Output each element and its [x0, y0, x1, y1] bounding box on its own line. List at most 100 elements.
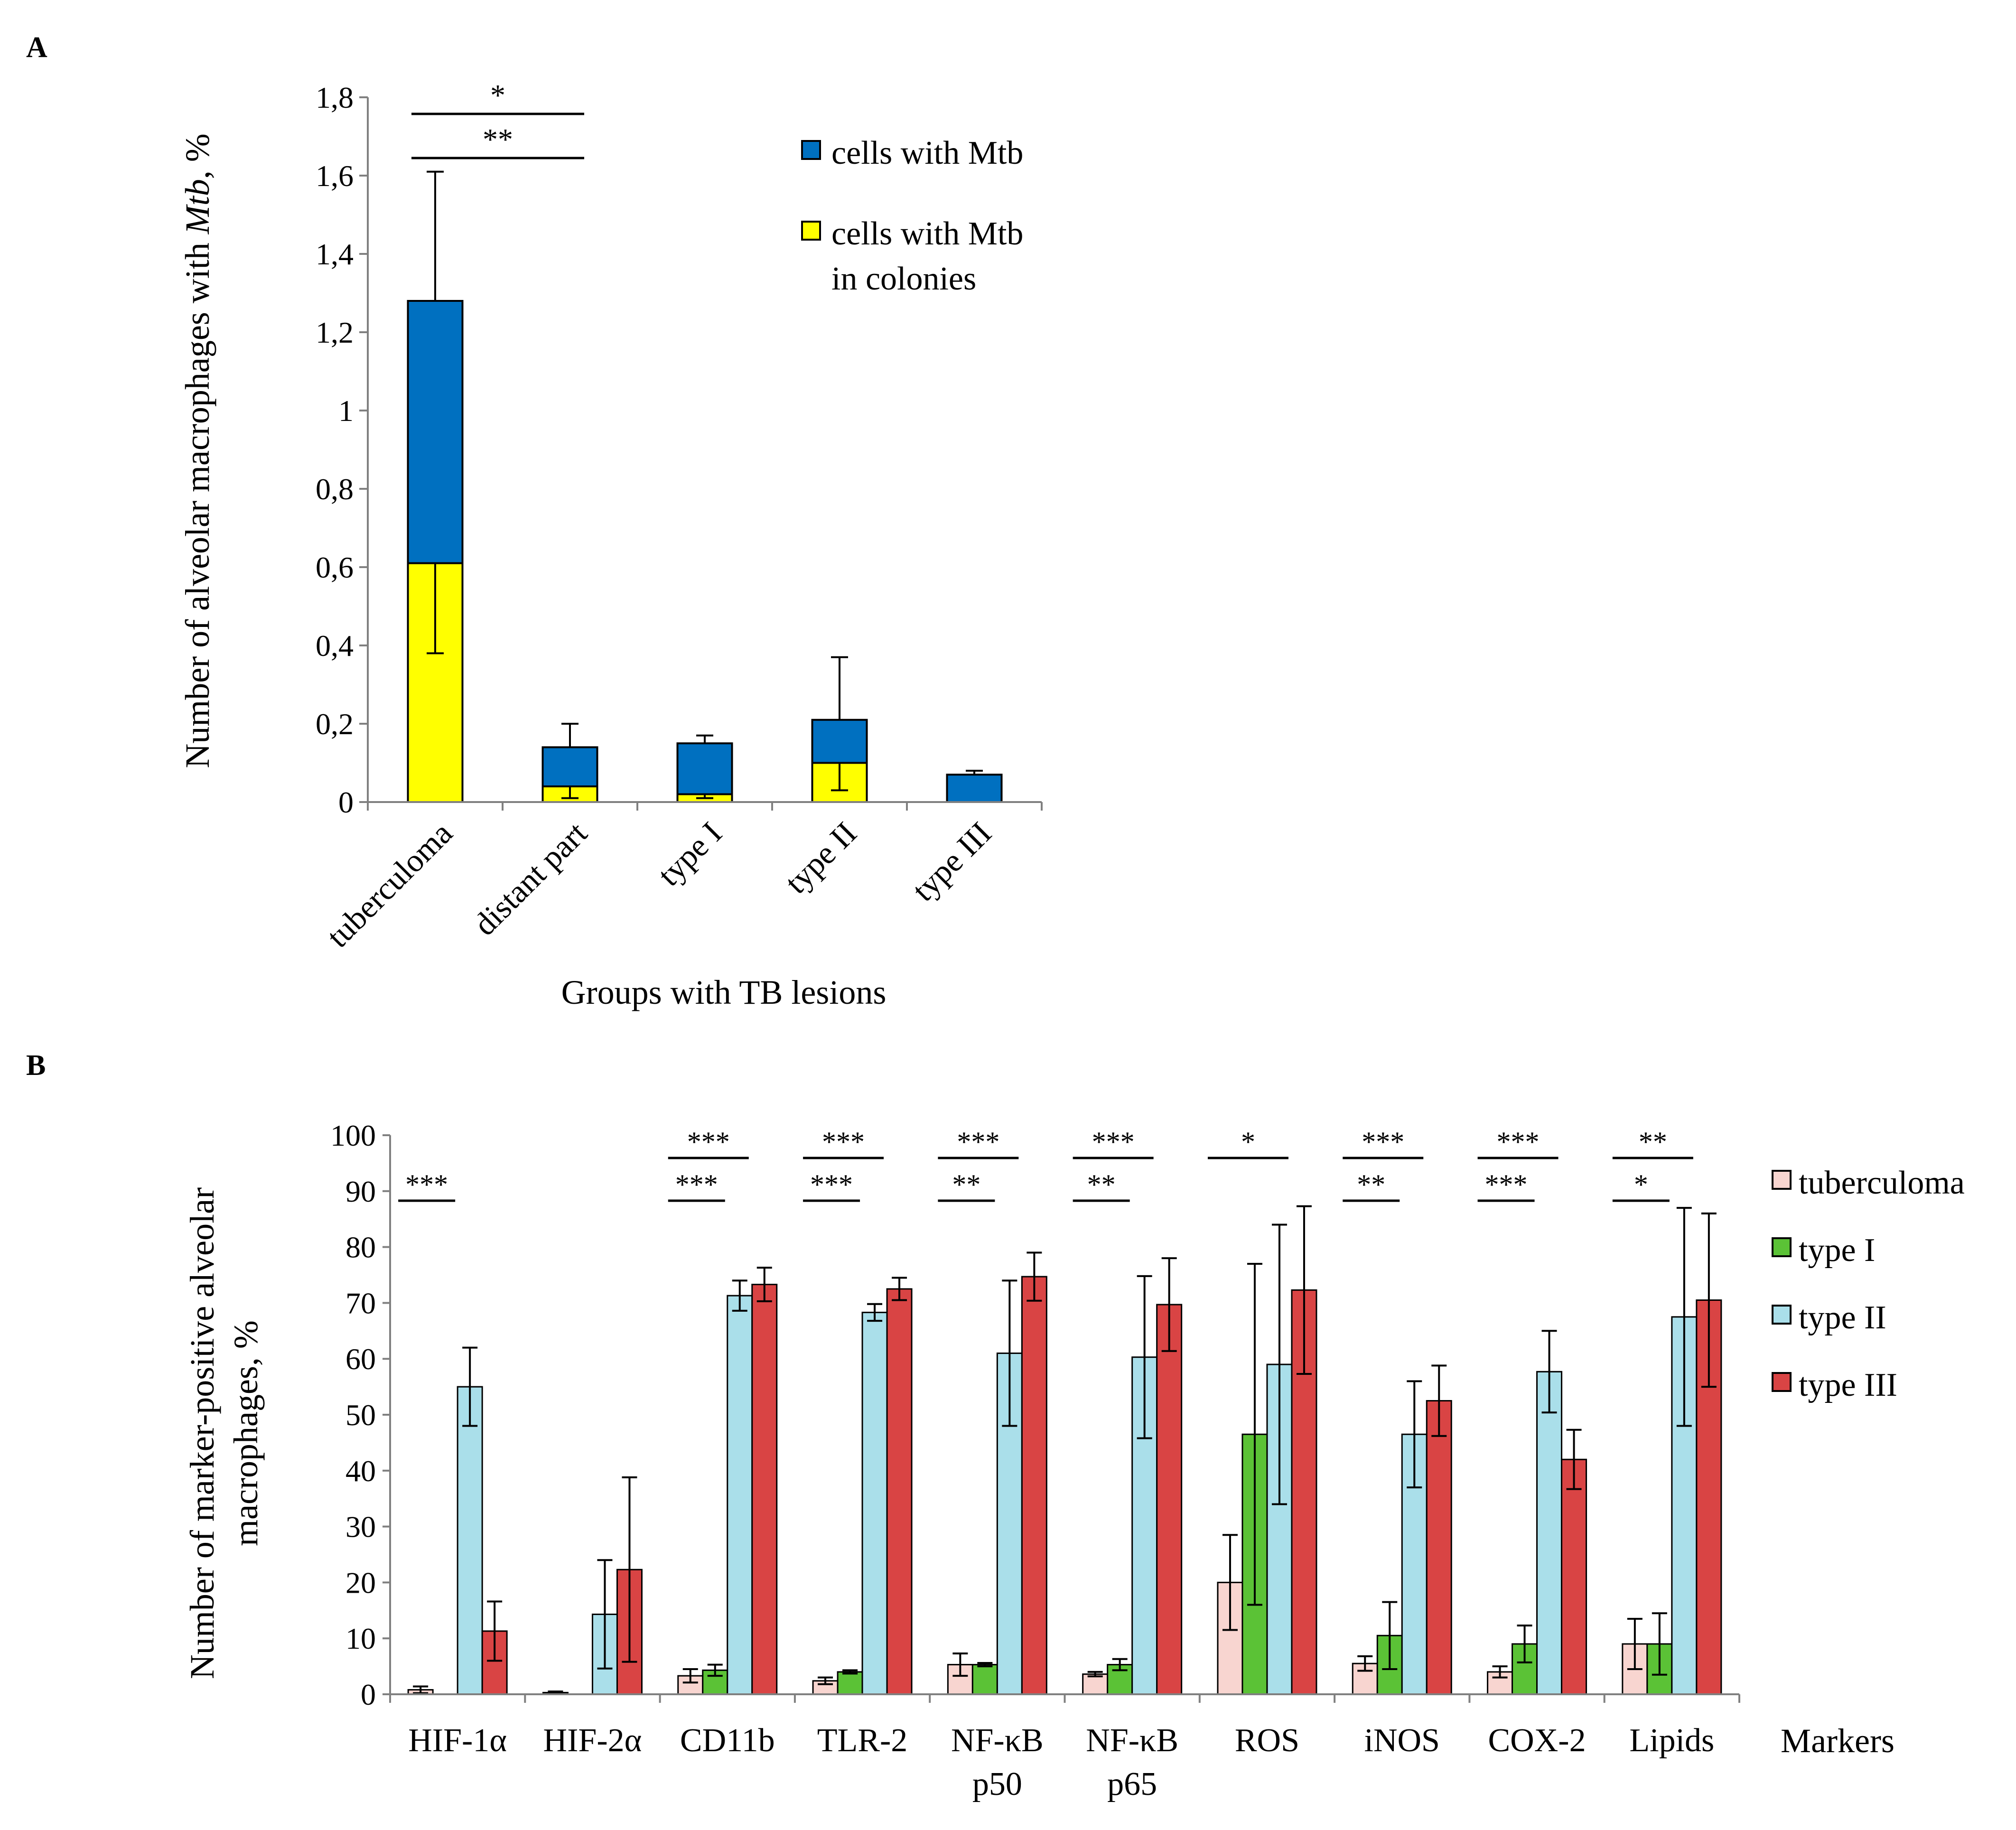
significance-label-b-10: ***	[1362, 1126, 1404, 1158]
significance-label-b-2: ***	[675, 1169, 718, 1200]
y-tick-label-a-7: 1,4	[316, 237, 354, 271]
bar-b-1-4	[971, 1664, 998, 1695]
legend-label-a-1-0: cells with Mtb	[831, 215, 1023, 252]
y-axis-title-a-part-1: Mtb	[178, 179, 216, 234]
y-tick-label-a-3: 0,6	[316, 551, 354, 584]
y-tick-label-b-6: 60	[345, 1342, 376, 1376]
y-tick-label-a-1: 0,2	[316, 707, 354, 741]
x-tick-label-b-3-0: TLR-2	[817, 1722, 908, 1759]
bar-b-3-3	[886, 1288, 913, 1695]
y-tick-label-a-5: 1	[338, 394, 354, 428]
significance-label-a-0: *	[490, 78, 505, 112]
bar-a-mtb-4	[946, 774, 1003, 803]
y-tick-label-b-0: 0	[361, 1678, 376, 1711]
bar-b-2-3	[861, 1311, 888, 1695]
y-tick-label-a-9: 1,8	[316, 81, 354, 114]
y-axis-title-b-line-1: macrophages, %	[227, 1320, 265, 1546]
y-tick-label-b-9: 90	[345, 1175, 376, 1208]
legend-label-b-2: type II	[1799, 1299, 1886, 1336]
bar-b-2-2	[727, 1295, 753, 1695]
legend-swatch-b-3	[1772, 1372, 1792, 1392]
legend-swatch-b-2	[1772, 1305, 1792, 1325]
chart-b: 0 10 20 30 40 50 60 70 80 90 100 HIF-1α HIF-2α CD11b T…	[183, 1119, 1965, 1802]
x-tick-label-b-9-0: Lipids	[1629, 1722, 1714, 1759]
y-tick-label-b-7: 70	[345, 1286, 376, 1320]
y-tick-label-b-4: 40	[345, 1454, 376, 1488]
legend-swatch-b-1	[1772, 1237, 1792, 1257]
x-axis-title-b: Markers	[1781, 1722, 1895, 1760]
bar-b-3-2	[751, 1284, 778, 1695]
legend-swatch-a-1	[801, 221, 821, 241]
legend-label-a-0-0: cells with Mtb	[831, 135, 1023, 171]
x-axis-title-a: Groups with TB lesions	[561, 973, 887, 1011]
y-axis-title-b: Number of marker-positive alveolar macrop…	[183, 1187, 265, 1679]
x-tick-label-a-1: distant part	[467, 815, 594, 943]
x-tick-label-b-4-0: NF-κB	[951, 1722, 1044, 1759]
significance-label-b-4: ***	[810, 1169, 853, 1200]
x-tick-label-a-4: type III	[905, 815, 999, 908]
panel-letter-a: A	[26, 31, 47, 64]
bar-b-3-8	[1561, 1458, 1587, 1695]
significance-label-b-14: **	[1639, 1126, 1667, 1158]
bar-a-mtb-3	[811, 719, 868, 764]
x-tick-label-b-1-0: HIF-2α	[543, 1722, 642, 1759]
bar-b-2-8	[1536, 1371, 1563, 1695]
x-tick-label-b-2-0: CD11b	[680, 1722, 775, 1759]
y-axis-title-a-part-0: Number of alveolar macrophages with	[178, 234, 216, 768]
panel-letter-b: B	[26, 1049, 46, 1082]
x-tick-label-b-5-0: NF-κB	[1086, 1722, 1178, 1759]
chart-a: 0 0,2 0,4 0,6 0,8 1 1,2 1,4 1,6 1,8 tuberculoma dis…	[178, 78, 1043, 1011]
x-tick-label-b-8-0: COX-2	[1488, 1722, 1586, 1759]
y-axis-title-a: Number of alveolar macrophages with Mtb,…	[178, 133, 216, 768]
x-tick-label-b-5-1: p65	[1107, 1766, 1157, 1802]
y-tick-label-b-8: 80	[345, 1231, 376, 1264]
significance-label-b-9: *	[1241, 1126, 1255, 1158]
legend-label-a-1-1: in colonies	[831, 261, 976, 297]
y-tick-label-a-4: 0,8	[316, 472, 354, 506]
significance-label-b-15: *	[1634, 1169, 1648, 1200]
legend-label-b-3: type III	[1799, 1367, 1897, 1403]
bar-a-mtb-0	[407, 300, 464, 564]
y-tick-label-b-10: 100	[330, 1119, 376, 1152]
bar-a-mtb-1	[541, 746, 598, 787]
y-axis-title-a-part-2: , %	[178, 133, 216, 179]
x-tick-label-b-4-1: p50	[972, 1766, 1022, 1802]
bar-b-1-3	[837, 1671, 863, 1695]
legend-swatch-b-0	[1772, 1170, 1792, 1190]
x-tick-label-b-0-0: HIF-1α	[408, 1722, 507, 1759]
significance-label-b-3: ***	[822, 1126, 865, 1158]
y-tick-label-b-5: 50	[345, 1398, 376, 1432]
bar-a-mtb-2	[676, 742, 733, 795]
y-tick-label-a-2: 0,4	[316, 629, 354, 663]
significance-label-b-8: **	[1087, 1169, 1116, 1200]
legend-label-b-1: type I	[1799, 1232, 1875, 1269]
y-axis-title-b-line-0: Number of marker-positive alveolar	[183, 1187, 221, 1679]
significance-label-b-7: ***	[1092, 1126, 1135, 1158]
y-tick-label-b-3: 30	[345, 1510, 376, 1544]
x-tick-label-a-2: type I	[651, 815, 729, 893]
significance-label-b-0: ***	[405, 1169, 448, 1200]
significance-label-b-11: **	[1357, 1169, 1385, 1200]
legend-label-b-0: tuberculoma	[1799, 1165, 1965, 1201]
bar-b-2-0	[457, 1386, 483, 1695]
y-tick-label-a-6: 1,2	[316, 316, 354, 349]
significance-label-b-1: ***	[687, 1126, 730, 1158]
significance-label-b-13: ***	[1485, 1169, 1528, 1200]
bar-b-3-4	[1021, 1276, 1047, 1695]
legend-swatch-a-0	[801, 140, 821, 160]
x-tick-label-b-7-0: iNOS	[1364, 1722, 1440, 1759]
x-tick-label-a-3: type II	[778, 815, 864, 901]
y-tick-label-b-2: 20	[345, 1566, 376, 1599]
significance-label-b-6: **	[952, 1169, 980, 1200]
significance-label-a-1: **	[483, 122, 513, 156]
bar-b-3-5	[1156, 1304, 1183, 1695]
y-tick-label-b-1: 10	[345, 1622, 376, 1655]
x-tick-label-a-0: tuberculoma	[320, 815, 459, 954]
bar-b-3-7	[1426, 1400, 1452, 1695]
y-tick-label-a-0: 0	[338, 785, 354, 819]
x-tick-label-b-6-0: ROS	[1235, 1722, 1299, 1759]
significance-label-b-5: ***	[957, 1126, 999, 1158]
significance-label-b-12: ***	[1497, 1126, 1540, 1158]
y-tick-label-a-8: 1,6	[316, 159, 354, 193]
